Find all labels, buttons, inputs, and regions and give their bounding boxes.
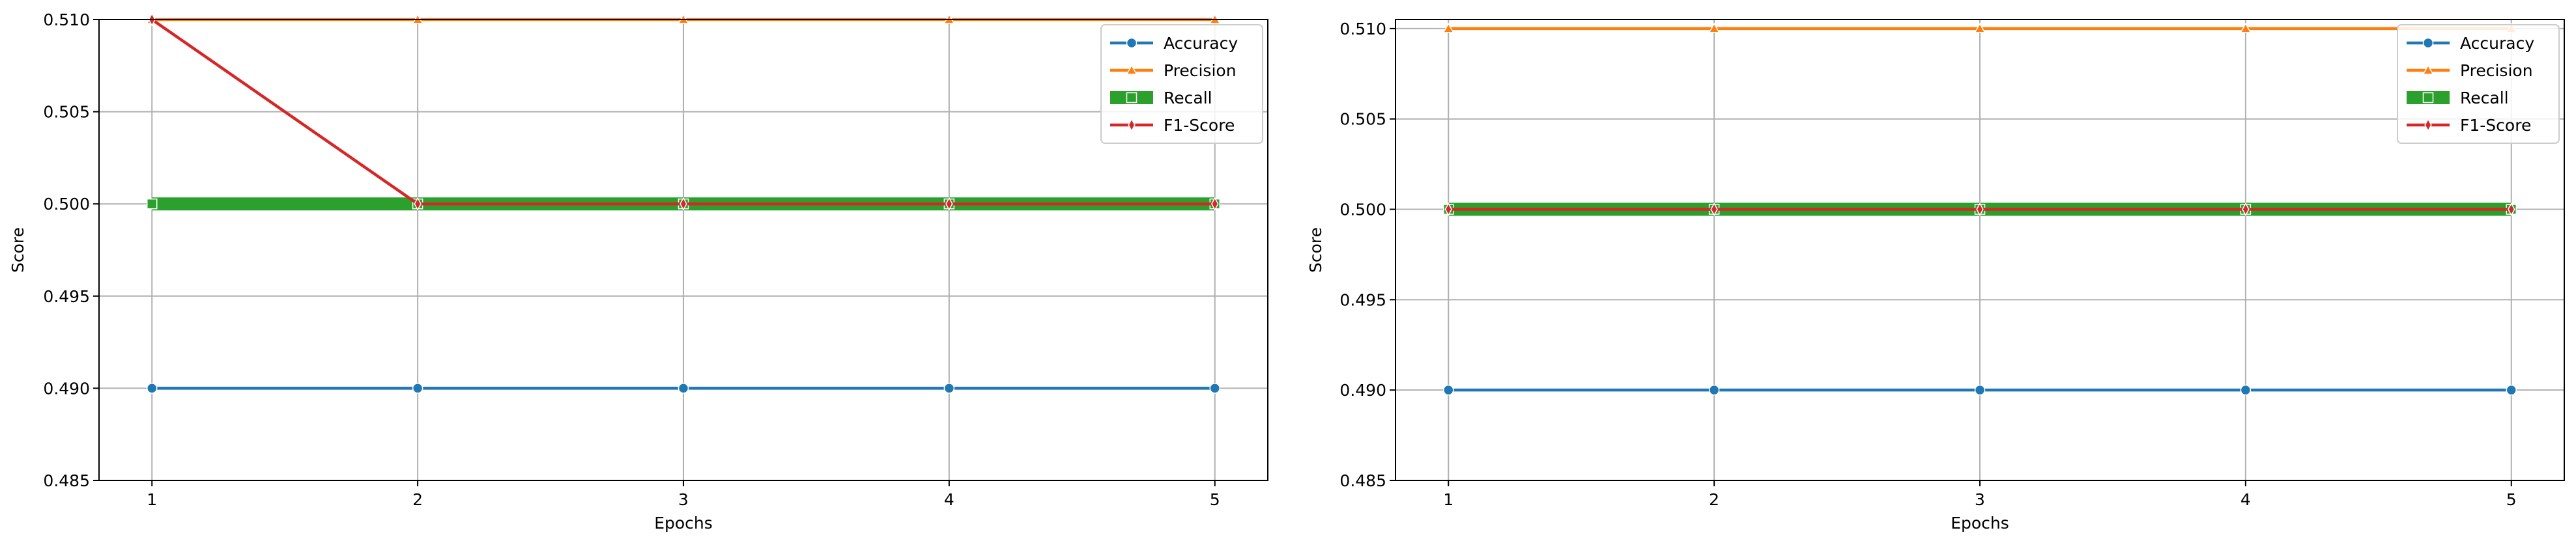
left-accuracy-point [412, 383, 423, 394]
right-x-tick-label: 5 [2506, 490, 2517, 509]
left-legend-box [1100, 24, 1263, 144]
left-y-tick-label: 0.505 [43, 103, 90, 122]
right-f1-score-point [2508, 202, 2515, 217]
right-y-tick-label: 0.510 [1339, 20, 1386, 38]
left-x-tick-label: 2 [412, 490, 423, 509]
right-chart-panel: 1 2 3 4 5 0.485 0.490 0.495 0.500 0.505 0.510 Epoc… [1306, 19, 2565, 533]
right-chart-ticks: 1 2 3 4 5 0.485 0.490 0.495 0.500 0.505 0.510 [1339, 20, 2516, 509]
left-legend-f1-score-label: F1-Score [1164, 116, 1235, 135]
right-x-tick-label: 1 [1443, 490, 1453, 509]
right-precision-point [2240, 22, 2252, 33]
left-f1-score-point [1211, 197, 1219, 211]
left-accuracy-point [146, 383, 158, 394]
right-legend-f1-score-label: F1-Score [2460, 116, 2531, 135]
right-accuracy-point [2506, 384, 2517, 396]
right-y-tick-label: 0.485 [1339, 471, 1386, 490]
right-y-tick-label: 0.505 [1339, 110, 1386, 129]
left-x-tick-label: 1 [147, 490, 157, 509]
left-legend-recall-label: Recall [1164, 89, 1212, 107]
right-f1-score-point [2242, 202, 2250, 217]
left-x-tick-label: 5 [1210, 490, 1220, 509]
right-legend-precision-marker [2422, 64, 2434, 75]
left-chart-ticks: 1 2 3 4 5 0.485 0.490 0.495 0.500 0.505 0.510 [43, 10, 1220, 509]
right-precision-point [1442, 22, 1455, 33]
left-legend-recall-marker [1126, 92, 1138, 104]
right-f1-score-point [1976, 202, 1984, 217]
right-accuracy-point [1974, 384, 1986, 396]
left-chart-panel: 1 2 3 4 5 0.485 0.490 0.495 0.500 0.505 0.510 Epoc… [8, 10, 1268, 533]
right-x-tick-label: 2 [1709, 490, 1719, 509]
left-accuracy-point [1209, 383, 1221, 394]
right-legend-f1-score-marker [2424, 118, 2432, 132]
right-precision-point [1974, 22, 1986, 33]
right-f1-score-point [1710, 202, 1718, 217]
right-legend-accuracy-label: Accuracy [2460, 34, 2534, 53]
left-y-tick-label: 0.510 [43, 10, 90, 29]
right-accuracy-point [1708, 384, 1720, 396]
left-chart-x-axis-label: Epochs [654, 514, 713, 533]
left-y-tick-label: 0.500 [43, 195, 90, 214]
right-legend-recall-marker [2422, 92, 2434, 104]
right-y-tick-label: 0.490 [1339, 381, 1386, 400]
right-y-tick-label: 0.495 [1339, 290, 1386, 309]
left-y-tick-label: 0.495 [43, 287, 90, 306]
left-chart-legend: Accuracy Precision Recall F1-Score [1100, 24, 1263, 144]
left-legend-accuracy-label: Accuracy [1164, 34, 1238, 53]
left-legend-precision-marker [1126, 64, 1138, 75]
right-legend-box [2397, 24, 2560, 144]
left-f1-score-point [414, 197, 422, 211]
left-legend-accuracy-marker [1126, 37, 1138, 49]
right-f1-score-point [1444, 202, 1452, 217]
left-accuracy-point [678, 383, 689, 394]
right-chart-series [1442, 22, 2517, 396]
right-chart-y-axis-label: Score [1306, 227, 1325, 273]
right-legend-accuracy-marker [2422, 37, 2434, 49]
left-f1-score-point [945, 197, 953, 211]
left-y-tick-label: 0.485 [43, 471, 90, 490]
right-accuracy-point [2240, 384, 2252, 396]
left-recall-point [146, 198, 158, 210]
right-x-tick-label: 4 [2240, 490, 2251, 509]
left-accuracy-point [943, 383, 955, 394]
left-chart-y-axis-label: Score [8, 227, 27, 273]
left-y-tick-label: 0.490 [43, 379, 90, 398]
left-legend-precision-label: Precision [1164, 61, 1237, 80]
right-y-tick-label: 0.500 [1339, 201, 1386, 219]
right-precision-point [1708, 22, 1720, 33]
right-legend-recall-label: Recall [2460, 89, 2509, 107]
left-f1-score-point [680, 197, 687, 211]
right-accuracy-point [1442, 384, 1454, 396]
right-chart-legend: Accuracy Precision Recall F1-Score [2397, 24, 2560, 144]
left-x-tick-label: 4 [944, 490, 954, 509]
left-x-tick-label: 3 [678, 490, 689, 509]
left-legend-f1-score-marker [1128, 118, 1136, 132]
right-chart-x-axis-label: Epochs [1951, 514, 2009, 533]
right-x-tick-label: 3 [1975, 490, 1985, 509]
right-legend-precision-label: Precision [2460, 61, 2533, 80]
